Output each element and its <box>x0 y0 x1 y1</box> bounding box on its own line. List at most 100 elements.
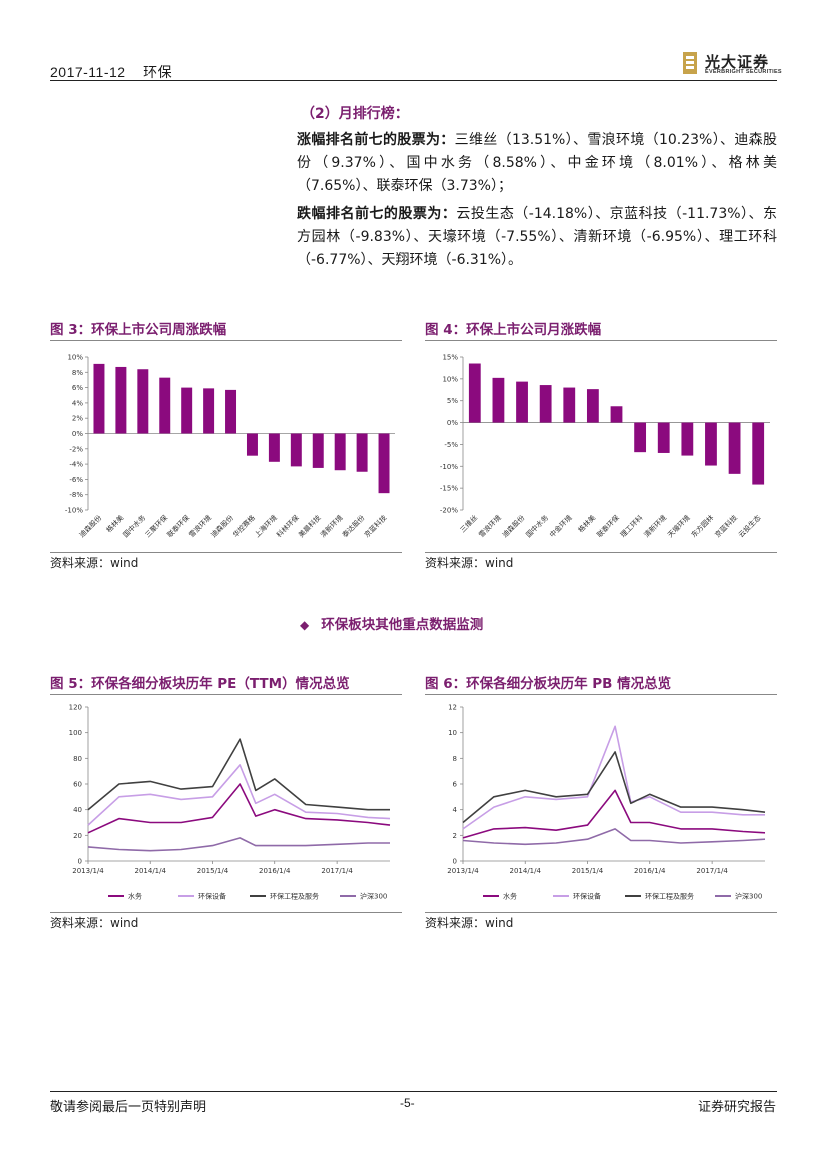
fig6-y-tick-label: 6 <box>453 781 458 789</box>
footer-divider <box>50 1091 777 1092</box>
fig5-y-tick-label: 0 <box>78 858 82 866</box>
fig4-y-tick-label: 15% <box>442 354 458 362</box>
fig3-bar <box>159 377 171 434</box>
fig4-bar <box>657 422 670 453</box>
fig3-bar <box>312 433 324 468</box>
fig4-category-label: 国中水务 <box>524 513 550 539</box>
fig4-category-label: 清新环境 <box>642 513 668 539</box>
fig4-category-label: 三维丝 <box>458 513 479 534</box>
fig3-y-tick-label: -8% <box>69 491 83 499</box>
fig5-legend-label: 沪深300 <box>360 892 387 901</box>
fig4-category-label: 雪浪环境 <box>477 513 503 539</box>
fig6-series-line <box>462 751 766 824</box>
fig3-bar <box>137 369 149 434</box>
fig4-y-tick-label: -5% <box>444 441 458 449</box>
logo-mark-icon <box>683 52 697 74</box>
fig4-y-tick-label: 0% <box>447 419 458 427</box>
fig3-category-label: 华控赛格 <box>231 513 257 539</box>
fig4-bar <box>586 389 599 423</box>
fig3-bar <box>246 433 258 456</box>
fig3-category-label: 美晨科技 <box>297 513 323 539</box>
fig6-x-tick-label: 2013/1/4 <box>447 867 479 875</box>
fig4-y-tick-label: 10% <box>442 375 458 383</box>
losers-paragraph: 跌幅排名前七的股票为：云投生态（-14.18%）、京蓝科技（-11.73%）、东… <box>297 203 777 272</box>
fig4-source: 资料来源：wind <box>425 556 514 570</box>
fig4-title: 图 4：环保上市公司月涨跌幅 <box>425 322 602 338</box>
footer-disclaimer: 敬请参阅最后一页特别声明 <box>50 1100 207 1115</box>
fig4-category-label: 联泰环保 <box>595 513 621 539</box>
fig5-y-tick-label: 100 <box>69 729 82 737</box>
fig3-y-tick-label: 8% <box>72 369 83 377</box>
fig6-legend-label: 环保设备 <box>573 892 601 901</box>
company-logo: 光大证券 EVERBRIGHT SECURITIES <box>683 52 783 78</box>
fig3-category-label: 泰达股份 <box>340 513 366 539</box>
fig3-chart: 10%8%6%4%2%0%-2%-4%-6%-8%-10%迪森股份 格林美国中水务… <box>65 354 395 539</box>
fig6-series-line <box>462 828 766 846</box>
gainers-label: 涨幅排名前七的股票为： <box>297 132 455 148</box>
fig3-y-tick-label: -2% <box>69 445 83 453</box>
fig5-legend-label: 环保设备 <box>198 892 226 901</box>
monitor-heading-text: 环保板块其他重点数据监测 <box>321 617 484 633</box>
fig5-series-line <box>87 783 391 834</box>
footer-doc-type: 证券研究报告 <box>698 1100 777 1115</box>
fig6-y-tick-label: 12 <box>448 704 457 712</box>
fig4-y-tick-label: -10% <box>440 463 458 471</box>
fig3-y-tick-label: 0% <box>72 430 83 438</box>
fig5-top-rule <box>50 694 402 695</box>
fig6-top-rule <box>425 694 777 695</box>
fig6-x-tick-label: 2016/1/4 <box>634 867 666 875</box>
fig3-category-label: 格林美 <box>104 513 125 534</box>
fig4-top-rule <box>425 340 777 341</box>
fig4-bar <box>634 422 647 453</box>
fig6-legend-label: 沪深300 <box>735 892 762 901</box>
fig3-category-label: 三聚环保 <box>143 513 169 539</box>
fig6-series-line <box>462 789 766 839</box>
fig5-y-tick-label: 20 <box>73 832 82 840</box>
fig4-category-label: 京蓝科技 <box>713 513 739 539</box>
fig3-title: 图 3：环保上市公司周涨跌幅 <box>50 322 227 338</box>
fig6-y-tick-label: 4 <box>453 806 458 814</box>
fig3-y-tick-label: 2% <box>72 415 83 423</box>
fig6-bottom-rule <box>425 912 777 913</box>
report-sector: 环保 <box>143 64 173 80</box>
fig6-y-tick-label: 8 <box>453 755 457 763</box>
fig3-category-label: 迪森股份 <box>209 513 235 539</box>
fig6-x-tick-label: 2014/1/4 <box>510 867 542 875</box>
fig4-bar <box>539 385 552 423</box>
diamond-bullet-icon: ◆ <box>300 618 310 632</box>
fig6-legend-label: 环保工程及服务 <box>645 892 694 901</box>
fig3-bar <box>334 433 346 471</box>
fig4-y-tick-label: 5% <box>447 397 458 405</box>
fig3-y-tick-label: -10% <box>65 507 83 515</box>
fig3-category-label: 京蓝科技 <box>362 513 388 539</box>
fig3-y-tick-label: 6% <box>72 384 83 392</box>
fig4-bar <box>468 363 481 423</box>
fig6-x-tick-label: 2015/1/4 <box>572 867 604 875</box>
fig3-y-tick-label: -4% <box>69 461 83 469</box>
fig3-category-label: 上海环境 <box>253 513 279 539</box>
fig5-x-tick-label: 2017/1/4 <box>321 867 353 875</box>
report-date-sector: 2017-11-12 环保 <box>50 62 172 82</box>
fig3-bar <box>93 363 105 434</box>
logo-name-en: EVERBRIGHT SECURITIES <box>705 69 782 75</box>
fig3-category-label: 科林环保 <box>275 513 301 539</box>
fig3-bar <box>290 433 302 467</box>
fig3-bottom-rule <box>50 552 402 553</box>
fig5-bottom-rule <box>50 912 402 913</box>
fig5-x-tick-label: 2014/1/4 <box>135 867 167 875</box>
header-divider <box>50 80 777 81</box>
fig3-bar <box>356 433 368 472</box>
fig4-category-label: 中金环境 <box>548 513 574 539</box>
fig4-category-label: 理工环科 <box>618 513 644 539</box>
fig4-category-label: 天壕环境 <box>666 513 692 539</box>
fig5-x-tick-label: 2015/1/4 <box>197 867 229 875</box>
fig5-x-tick-label: 2016/1/4 <box>259 867 291 875</box>
fig6-y-tick-label: 2 <box>453 832 457 840</box>
fig4-y-tick-label: -15% <box>440 485 458 493</box>
fig4-bar <box>705 422 717 466</box>
fig6-x-tick-label: 2017/1/4 <box>696 867 728 875</box>
fig4-bar <box>681 422 694 456</box>
fig4-category-label: 云投生态 <box>736 513 762 539</box>
